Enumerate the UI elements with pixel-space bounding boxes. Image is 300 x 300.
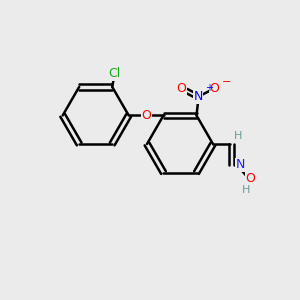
Text: N: N — [193, 90, 203, 103]
Text: +: + — [205, 83, 213, 93]
Text: O: O — [210, 82, 219, 95]
Text: O: O — [141, 109, 151, 122]
Text: −: − — [222, 77, 232, 87]
Text: H: H — [242, 185, 250, 195]
Text: Cl: Cl — [109, 67, 121, 80]
Text: N: N — [235, 158, 245, 172]
Text: O: O — [245, 172, 255, 185]
Text: H: H — [234, 130, 242, 141]
Text: O: O — [177, 82, 186, 95]
